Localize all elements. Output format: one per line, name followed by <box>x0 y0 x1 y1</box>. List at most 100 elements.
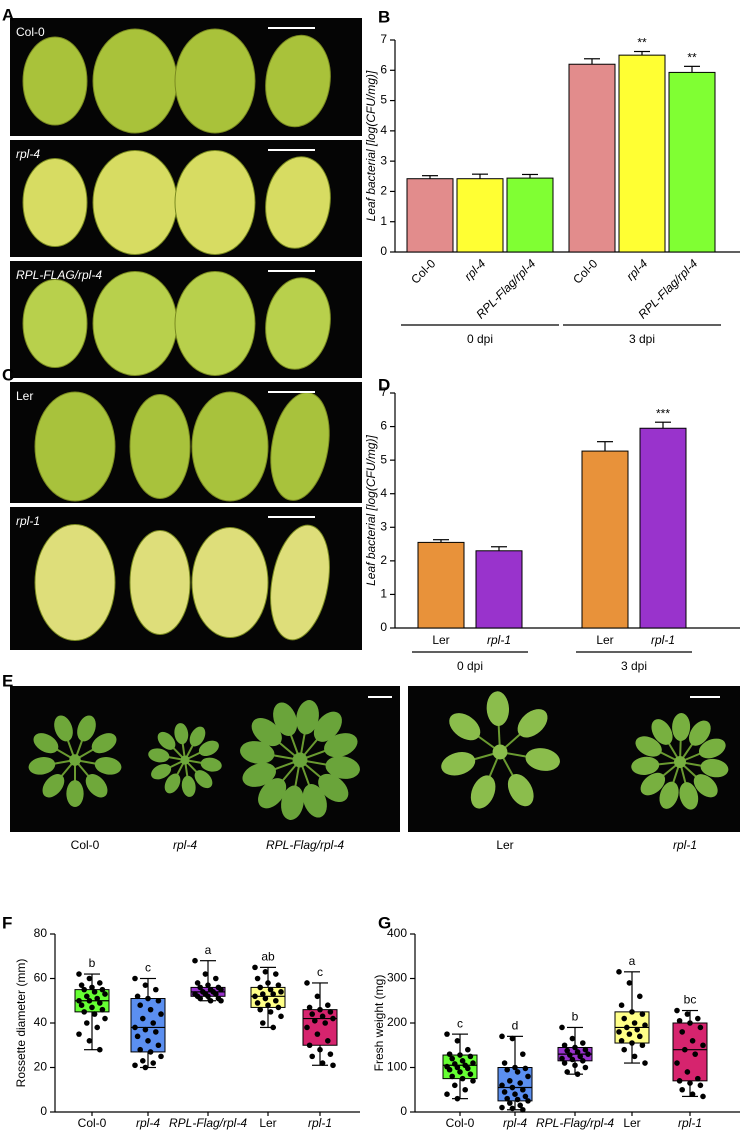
rosette-leaf <box>302 784 327 818</box>
group-label: 3 dpi <box>629 332 655 346</box>
data-point <box>582 1064 589 1071</box>
data-point <box>582 1046 589 1053</box>
data-point <box>517 1080 523 1086</box>
y-tick-label: 0 <box>400 1104 407 1118</box>
leaf <box>92 28 178 134</box>
data-point <box>207 997 214 1004</box>
rosette-leaf <box>189 726 206 747</box>
data-point <box>265 1002 271 1008</box>
rosette-leaf <box>635 736 662 757</box>
data-point <box>687 1080 693 1086</box>
data-point <box>559 1024 565 1031</box>
data-point <box>467 1053 474 1060</box>
leaf <box>191 391 269 502</box>
data-point <box>559 1055 565 1062</box>
data-point <box>273 997 279 1004</box>
data-point <box>102 1015 108 1022</box>
data-point <box>509 1084 516 1091</box>
data-point <box>569 1056 576 1063</box>
data-point <box>319 1060 326 1066</box>
data-point <box>499 1033 505 1040</box>
x-tick-label: Col-0 <box>570 256 600 286</box>
data-point <box>642 1022 648 1029</box>
data-point <box>470 1060 476 1066</box>
data-point <box>254 1000 261 1006</box>
rosette-center <box>292 752 308 768</box>
y-tick-label: 1 <box>380 214 387 228</box>
rosette-leaf <box>679 782 699 810</box>
data-point <box>616 969 622 975</box>
y-tick-label: 40 <box>34 1015 48 1029</box>
group-label: 0 dpi <box>467 332 493 346</box>
data-point <box>218 997 224 1004</box>
bar <box>475 550 523 629</box>
panel-letter: D <box>378 375 390 394</box>
rosette-leaf <box>441 752 476 776</box>
y-tick-label: 60 <box>34 971 48 985</box>
x-tick-label: RPL-Flag/rpl-4 <box>536 1116 614 1130</box>
data-point <box>459 1058 466 1064</box>
data-point <box>621 1015 627 1022</box>
data-point <box>454 1064 461 1071</box>
rosette-leaf <box>54 715 73 742</box>
data-point <box>618 1002 625 1008</box>
data-point <box>462 1086 469 1093</box>
significance: *** <box>656 406 670 420</box>
data-point <box>252 964 258 971</box>
data-point <box>444 1091 450 1097</box>
rosette-leaf <box>94 757 122 775</box>
rosette-leaf <box>525 748 560 771</box>
leaf <box>174 271 256 376</box>
data-point <box>679 1029 685 1035</box>
panel-letter: E <box>2 671 13 690</box>
y-tick-label: 7 <box>380 385 387 399</box>
data-point <box>275 982 282 988</box>
data-point <box>580 1058 586 1064</box>
data-point <box>637 1033 643 1040</box>
data-point <box>278 989 284 995</box>
leaf <box>270 524 330 641</box>
data-point <box>147 1049 154 1055</box>
y-tick-label: 0 <box>380 620 387 634</box>
panel-letter: C <box>2 365 14 384</box>
rosette-leaf <box>486 691 510 727</box>
leaf <box>92 150 178 255</box>
x-tick-label: rpl-4 <box>503 1116 527 1130</box>
data-point <box>252 993 258 1000</box>
x-tick-label: Ler <box>259 1116 276 1130</box>
data-point <box>499 1082 505 1089</box>
data-point <box>631 1053 638 1060</box>
data-point <box>155 1042 162 1049</box>
rosette-leaf <box>640 772 666 796</box>
data-point <box>520 1106 526 1113</box>
photo-caption: Col-0 <box>71 838 100 852</box>
data-point <box>509 1105 516 1112</box>
leaf <box>265 156 331 249</box>
data-point <box>457 1052 463 1058</box>
data-point <box>84 1020 90 1026</box>
data-point <box>459 1075 466 1082</box>
data-point <box>561 1060 568 1066</box>
y-tick-label: 5 <box>380 93 387 107</box>
rosette-leaf <box>700 758 729 778</box>
data-point <box>520 1051 526 1057</box>
data-point <box>449 1055 456 1062</box>
data-point <box>504 1066 511 1073</box>
y-tick-label: 6 <box>380 62 387 76</box>
group-letter: a <box>205 943 212 957</box>
data-point <box>309 1011 316 1017</box>
y-tick-label: 4 <box>380 123 387 137</box>
data-point <box>319 1013 326 1020</box>
rosette-leaf <box>313 711 342 742</box>
data-point <box>507 1100 513 1106</box>
data-point <box>150 1020 156 1026</box>
y-tick-label: 3 <box>380 153 387 167</box>
data-point <box>78 1002 85 1008</box>
panel-letter: G <box>378 913 391 932</box>
data-point <box>76 1031 82 1037</box>
data-point <box>522 1093 529 1100</box>
data-point <box>452 1082 458 1089</box>
data-point <box>634 1026 640 1033</box>
rosette-leaf <box>77 715 96 742</box>
data-point <box>257 984 264 991</box>
